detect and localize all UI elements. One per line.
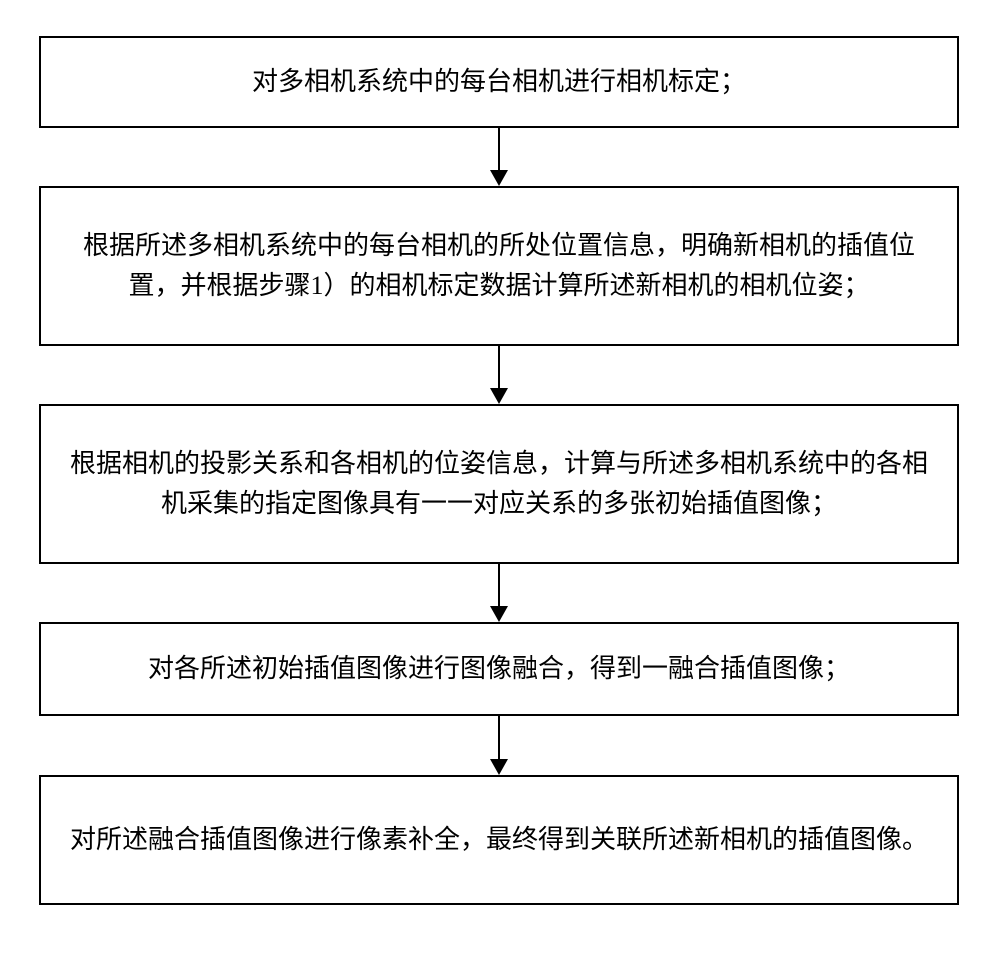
arrow-head [490, 606, 508, 622]
flowchart-node-step1: 对多相机系统中的每台相机进行相机标定； [39, 36, 959, 128]
node-text: 根据所述多相机系统中的每台相机的所处位置信息，明确新相机的插值位置，并根据步骤1… [69, 226, 929, 307]
arrow-line [498, 564, 500, 606]
flowchart-node-step4: 对各所述初始插值图像进行图像融合，得到一融合插值图像； [39, 622, 959, 716]
arrow-line [498, 128, 500, 170]
flowchart-node-step3: 根据相机的投影关系和各相机的位姿信息，计算与所述多相机系统中的各相机采集的指定图… [39, 404, 959, 564]
flowchart-canvas: 对多相机系统中的每台相机进行相机标定； 根据所述多相机系统中的每台相机的所处位置… [0, 0, 1000, 955]
node-text: 对多相机系统中的每台相机进行相机标定； [252, 62, 746, 102]
arrow-line [498, 716, 500, 759]
arrow-line [498, 346, 500, 388]
node-text: 对各所述初始插值图像进行图像融合，得到一融合插值图像； [148, 649, 850, 689]
node-text: 对所述融合插值图像进行像素补全，最终得到关联所述新相机的插值图像。 [70, 820, 928, 860]
arrow-head [490, 388, 508, 404]
arrow-head [490, 759, 508, 775]
arrow-head [490, 170, 508, 186]
flowchart-node-step5: 对所述融合插值图像进行像素补全，最终得到关联所述新相机的插值图像。 [39, 775, 959, 905]
node-text: 根据相机的投影关系和各相机的位姿信息，计算与所述多相机系统中的各相机采集的指定图… [69, 444, 929, 525]
flowchart-node-step2: 根据所述多相机系统中的每台相机的所处位置信息，明确新相机的插值位置，并根据步骤1… [39, 186, 959, 346]
